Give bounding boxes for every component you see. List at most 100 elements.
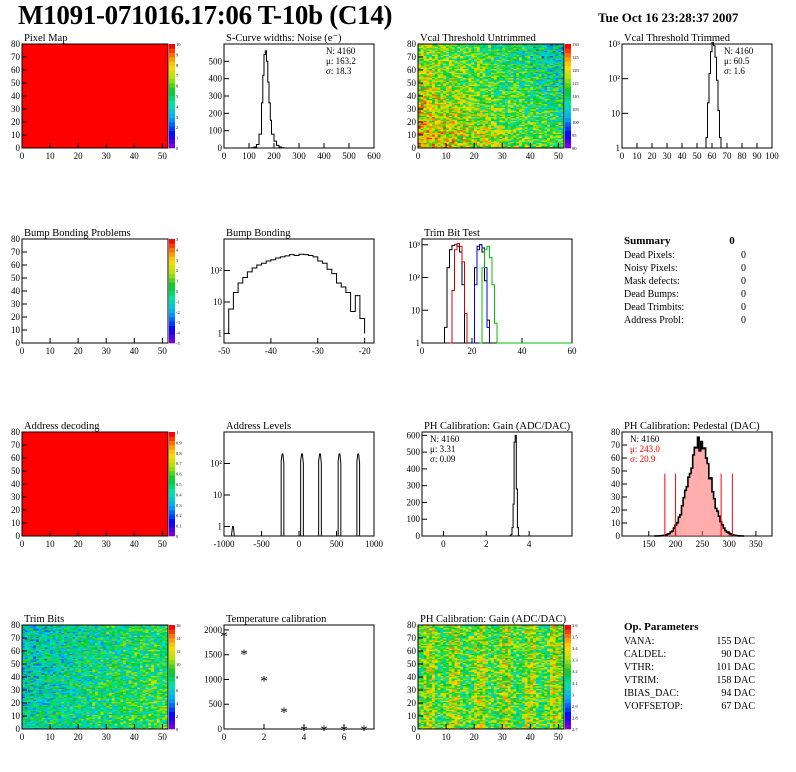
- heatmap-cell: [457, 81, 461, 84]
- heatmap-cell: [440, 88, 444, 90]
- heatmap-cell: [443, 97, 447, 99]
- heatmap-cell: [432, 94, 436, 97]
- heatmap-cell: [476, 119, 481, 121]
- heatmap-cell: [448, 103, 452, 106]
- heatmap-cell: [448, 88, 452, 90]
- heatmap-cell: [460, 47, 464, 50]
- address-peak: [337, 453, 342, 536]
- heatmap-cell: [446, 101, 450, 103]
- heatmap-cell: [454, 133, 458, 136]
- heatmap-cell: [448, 111, 452, 114]
- heatmap-cell: [468, 136, 472, 138]
- heatmap-cell: [448, 131, 452, 133]
- heatmap-cell: [471, 137, 475, 140]
- heatmap-cell: [465, 111, 469, 114]
- heatmap-cell: [429, 85, 433, 88]
- heatmap-cell: [474, 97, 478, 99]
- colorbar-segment: [169, 514, 175, 519]
- heatmap-cell: [474, 135, 478, 137]
- heatmap-cell: [474, 98, 478, 101]
- table-total: 0: [729, 235, 735, 247]
- heatmap-cell: [457, 123, 461, 125]
- colorbar-segment: [169, 83, 175, 88]
- heatmap-cell: [434, 137, 438, 140]
- heatmap-cell: [454, 102, 458, 105]
- heatmap-cell: [448, 123, 452, 125]
- heatmap-cell: [434, 133, 438, 136]
- heatmap-cell: [476, 70, 481, 72]
- heatmap-cell: [468, 62, 472, 64]
- heatmap-cell: [418, 64, 422, 67]
- colorbar-segment: [169, 247, 175, 253]
- heatmap-cell: [423, 45, 427, 47]
- heatmap-cell: [460, 45, 464, 47]
- heatmap-cell: [462, 119, 467, 121]
- heatmap-cell: [434, 141, 438, 144]
- heatmap-cell: [468, 60, 472, 63]
- heatmap-cell: [468, 110, 472, 112]
- heatmap-cell: [457, 125, 461, 128]
- heatmap-cell: [446, 63, 450, 66]
- y-tick-label: 40: [11, 286, 21, 296]
- heatmap-cell: [423, 46, 427, 49]
- heatmap-cell: [446, 137, 450, 140]
- heatmap-cells: [418, 44, 565, 149]
- stats-line: μ: 243.0: [630, 444, 660, 454]
- heatmap-cell: [451, 55, 455, 58]
- heatmap-cell: [460, 71, 464, 73]
- heatmap-cell: [440, 77, 444, 80]
- heatmap-cell: [437, 106, 441, 108]
- heatmap-cell: [457, 105, 461, 107]
- heatmap-cell: [474, 114, 478, 116]
- heatmap-cell: [465, 85, 469, 88]
- heatmap-cell: [465, 142, 469, 145]
- heatmap-cell: [432, 99, 436, 102]
- heatmap-cell: [476, 101, 481, 103]
- heatmap-cell: [468, 75, 472, 77]
- heatmap-cell: [434, 103, 438, 106]
- heatmap-cell: [418, 135, 422, 137]
- heatmap-cell: [451, 112, 455, 115]
- heatmap-cell: [429, 57, 433, 59]
- heatmap-cell: [451, 99, 455, 102]
- heatmap-cell: [418, 116, 422, 119]
- heatmap-cell: [454, 92, 458, 94]
- x-tick-label: 1000: [365, 539, 384, 549]
- heatmap-cell: [465, 124, 469, 127]
- heatmap-cell: [448, 58, 452, 60]
- heatmap-cell: [448, 45, 452, 47]
- heatmap-cell: [446, 109, 450, 111]
- heatmap-cell: [474, 57, 478, 59]
- heatmap-cell: [443, 125, 447, 128]
- heatmap-cell: [457, 66, 461, 68]
- heatmap-cell: [465, 77, 469, 80]
- heatmap-cell: [420, 72, 424, 75]
- heatmap-cell: [454, 85, 458, 88]
- colorbar-segment: [169, 466, 175, 472]
- heatmap-cell: [460, 116, 464, 119]
- heatmap-cell: [443, 63, 447, 66]
- heatmap-cell: [432, 106, 436, 108]
- heatmap-cell: [426, 58, 430, 60]
- colorbar-segment: [169, 321, 175, 326]
- heatmap-cell: [454, 75, 458, 77]
- heatmap-fill: [22, 432, 168, 536]
- heatmap-cell: [457, 70, 461, 72]
- heatmap-cell: [423, 59, 427, 62]
- heatmap-cell: [451, 107, 455, 110]
- heatmap-cell: [420, 136, 424, 138]
- heatmap-cell: [429, 60, 433, 63]
- heatmap-cell: [454, 57, 458, 59]
- heatmap-cell: [448, 59, 452, 62]
- heatmap-cell: [462, 109, 467, 111]
- heatmap-cell: [454, 115, 458, 118]
- heatmap-cell: [448, 124, 452, 127]
- heatmap-cell: [434, 101, 438, 103]
- heatmap-cell: [429, 132, 433, 134]
- heatmap-cell: [451, 140, 455, 142]
- heatmap-cell: [432, 88, 436, 90]
- heatmap-cell: [448, 93, 452, 95]
- heatmap-cell: [423, 110, 427, 112]
- x-tick-label: 30: [663, 151, 673, 161]
- heatmap-cell: [423, 125, 427, 128]
